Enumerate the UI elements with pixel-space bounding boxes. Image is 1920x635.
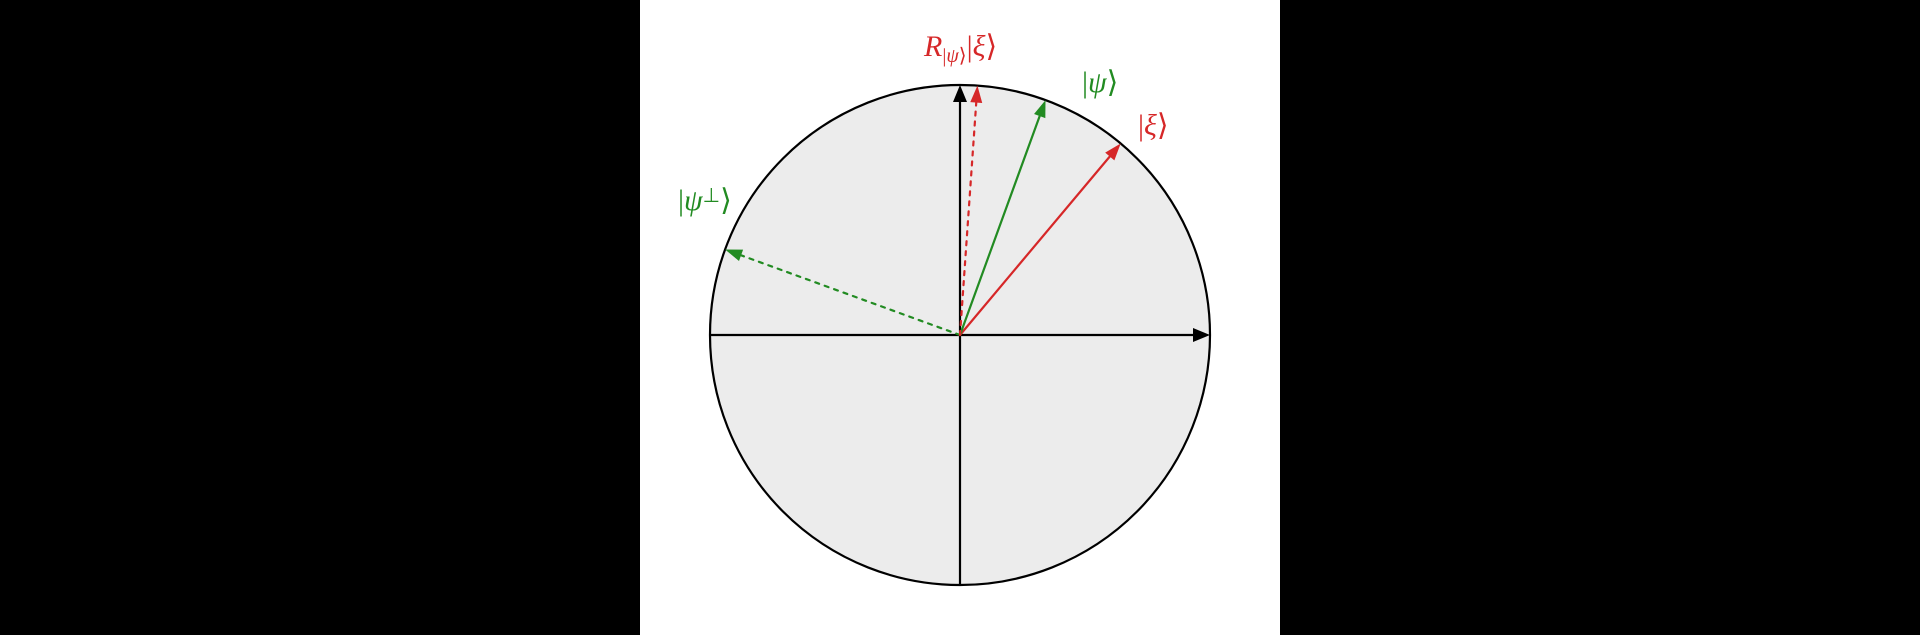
label-R-psi-xi: R|ψ⟩|ξ⟩ xyxy=(923,30,997,67)
label-psi: |ψ⟩ xyxy=(1082,66,1118,99)
label-psi-perp: |ψ⊥⟩ xyxy=(678,184,732,217)
unit-circle-diagram: |ψ⟩ |ξ⟩ |ψ⊥⟩ R|ψ⟩|ξ⟩ xyxy=(640,0,1280,635)
diagram-panel: |ψ⟩ |ξ⟩ |ψ⊥⟩ R|ψ⟩|ξ⟩ xyxy=(640,0,1280,635)
label-xi: |ξ⟩ xyxy=(1138,109,1169,142)
